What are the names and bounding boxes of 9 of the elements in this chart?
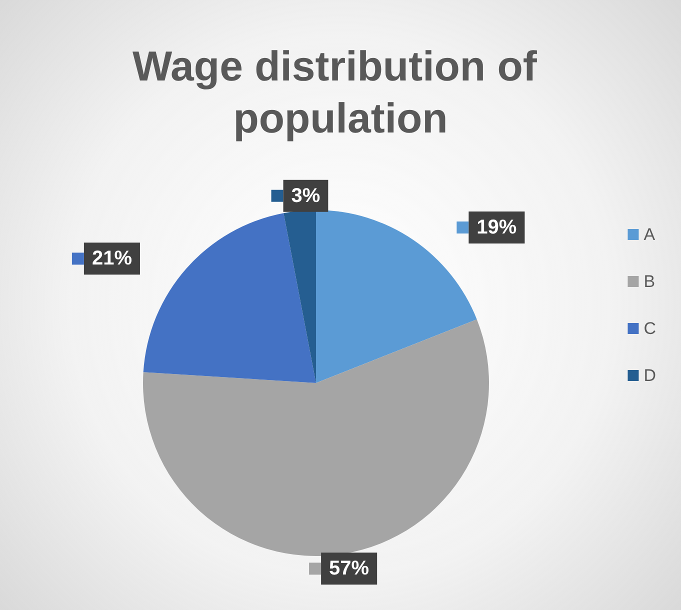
legend-label: B bbox=[644, 272, 656, 291]
data-label: 21% bbox=[92, 248, 132, 270]
data-label: 57% bbox=[329, 558, 370, 580]
legend-label: A bbox=[644, 225, 656, 244]
data-label: 3% bbox=[291, 184, 320, 207]
chart-title: Wage distribution of population bbox=[132, 42, 549, 142]
data-label: 19% bbox=[476, 216, 517, 239]
legend-label: C bbox=[644, 319, 656, 338]
legend-label: D bbox=[644, 366, 656, 385]
